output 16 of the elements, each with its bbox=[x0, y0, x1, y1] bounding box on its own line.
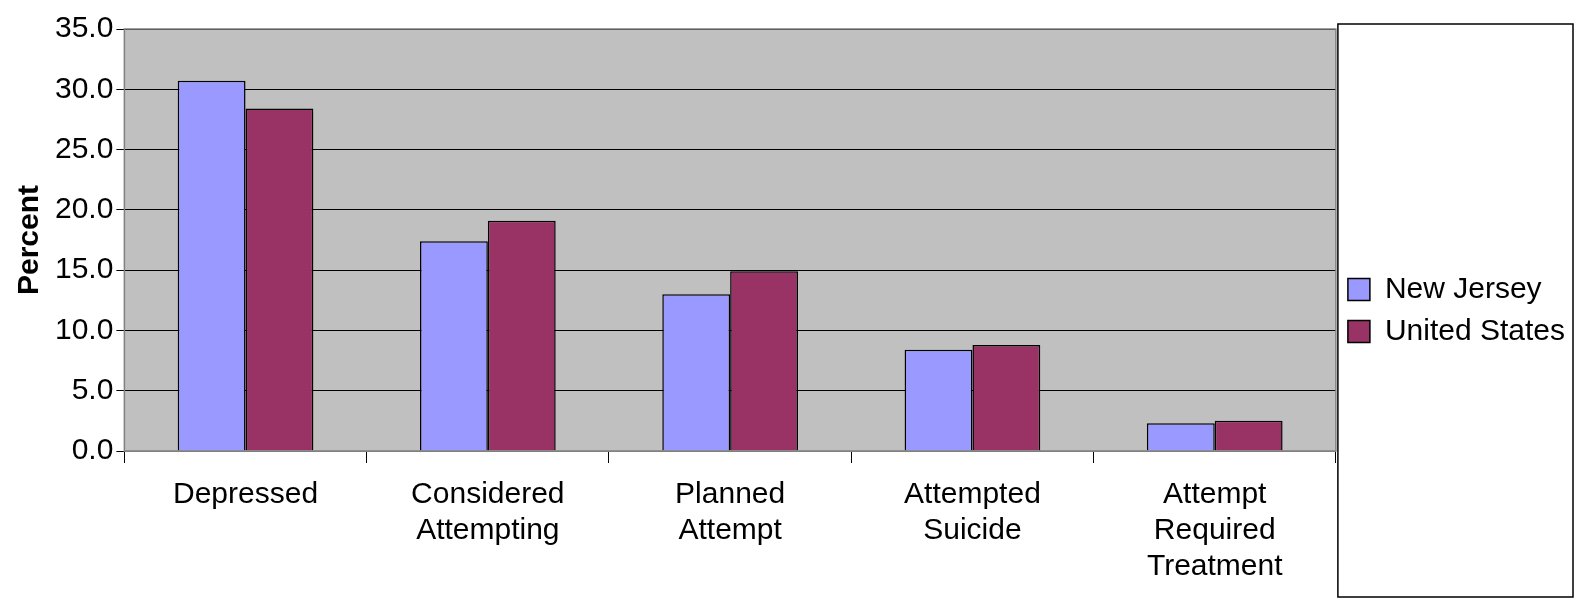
legend-label: United States bbox=[1384, 312, 1566, 346]
y-tick-label: 0.0 bbox=[71, 432, 114, 466]
y-tick-label: 30.0 bbox=[55, 70, 114, 104]
legend-label: New Jersey bbox=[1384, 270, 1542, 304]
x-tick-label: Attempt Required Treatment bbox=[1146, 476, 1284, 582]
y-axis-title: Percent bbox=[11, 184, 45, 296]
x-tick-label: Depressed bbox=[173, 476, 319, 510]
y-tick-label: 5.0 bbox=[71, 371, 114, 405]
y-tick-label: 20.0 bbox=[55, 191, 114, 225]
y-tick-label: 10.0 bbox=[55, 311, 114, 345]
x-tick-label: Considered Attempting bbox=[411, 476, 565, 546]
y-tick-label: 15.0 bbox=[55, 251, 114, 285]
x-tick-label: Planned Attempt bbox=[675, 476, 786, 546]
y-tick-label: 35.0 bbox=[55, 10, 114, 44]
x-tick-label: Attempted Suicide bbox=[904, 476, 1041, 546]
y-tick-label: 25.0 bbox=[55, 130, 114, 164]
